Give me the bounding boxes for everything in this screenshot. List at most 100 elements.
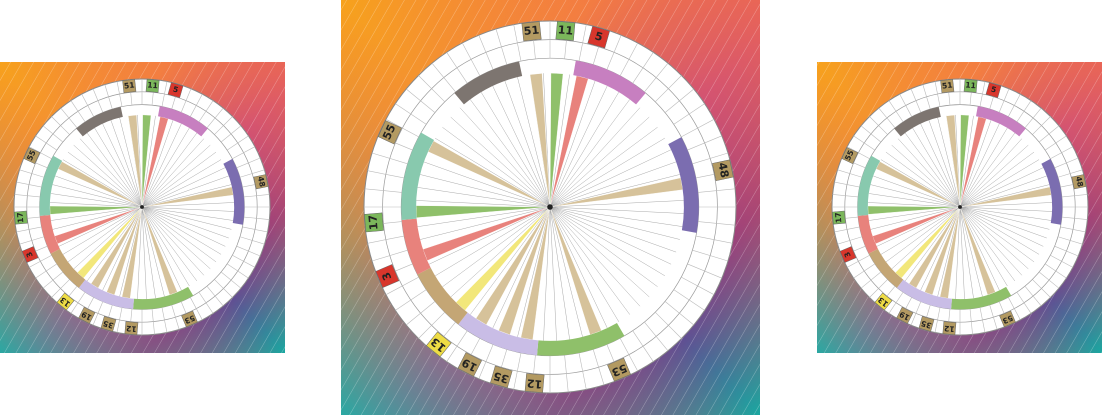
ring-divider xyxy=(220,125,242,143)
ring-divider xyxy=(371,249,408,262)
gate-label: 5 xyxy=(172,85,180,95)
wedge xyxy=(121,206,143,299)
ring-divider xyxy=(70,100,86,123)
spoke xyxy=(959,202,1053,208)
spoke xyxy=(141,144,211,208)
spoke xyxy=(885,206,961,263)
center-dot xyxy=(140,205,144,209)
wedge xyxy=(455,206,551,311)
ring-divider xyxy=(998,88,1010,113)
ring-divider xyxy=(42,125,64,143)
channel-band xyxy=(857,215,878,254)
spoke xyxy=(549,206,570,340)
ring-divider xyxy=(431,63,456,93)
spoke xyxy=(417,187,551,208)
ring-divider xyxy=(1008,297,1021,321)
spoke xyxy=(141,206,147,300)
ring-divider xyxy=(979,307,986,333)
ring-divider xyxy=(236,245,261,257)
ring-divider xyxy=(1032,279,1051,298)
ring-divider xyxy=(42,271,64,289)
wedge xyxy=(959,114,970,208)
wedge xyxy=(959,206,996,296)
gate-label: 11 xyxy=(557,23,573,37)
channel-band xyxy=(896,279,952,310)
spoke xyxy=(141,206,165,297)
ring-divider xyxy=(104,84,113,110)
wedge xyxy=(549,72,564,208)
ring-divider xyxy=(846,255,870,268)
ring-divider xyxy=(1016,100,1032,123)
spoke xyxy=(549,107,641,208)
spoke xyxy=(543,73,551,208)
ring-divider xyxy=(869,279,888,298)
spoke xyxy=(504,80,551,208)
spoke xyxy=(959,206,1016,282)
spoke xyxy=(141,115,156,208)
spoke xyxy=(141,206,198,282)
gate-box xyxy=(918,316,935,332)
spoke xyxy=(141,206,217,263)
spoke xyxy=(428,206,551,265)
ring-divider xyxy=(644,321,669,351)
ring-divider xyxy=(1054,157,1079,169)
ring-divider xyxy=(495,28,508,65)
gate-box xyxy=(78,306,96,324)
ring-divider xyxy=(853,135,876,151)
gate-box xyxy=(985,82,1002,98)
channel-band xyxy=(1041,158,1063,225)
gate-box xyxy=(963,79,978,93)
spoke xyxy=(959,206,974,299)
gate-box xyxy=(521,21,542,42)
spoke xyxy=(868,193,961,208)
wedge xyxy=(895,206,961,279)
wedge xyxy=(867,205,961,215)
spoke xyxy=(870,184,961,208)
spoke xyxy=(517,206,551,337)
gate-box xyxy=(839,246,857,263)
gate-box xyxy=(832,210,846,225)
spoke xyxy=(141,151,217,208)
ring-divider xyxy=(1044,263,1067,279)
spoke xyxy=(873,175,961,208)
ring-divider xyxy=(243,194,270,198)
gate-box xyxy=(181,310,198,328)
spoke xyxy=(959,138,1023,208)
spoke xyxy=(141,159,222,208)
spoke xyxy=(891,206,961,270)
ring-divider xyxy=(198,100,214,123)
ring-divider xyxy=(1050,255,1074,268)
ring-divider xyxy=(673,289,705,311)
ring-divider xyxy=(206,285,224,307)
ring-divider xyxy=(655,312,682,339)
gate-label: 55 xyxy=(25,149,38,162)
ring-divider xyxy=(910,301,922,326)
ring-divider xyxy=(681,276,715,295)
ring-divider xyxy=(1054,245,1079,257)
gate-label: 11 xyxy=(147,80,158,90)
spoke xyxy=(959,184,1050,208)
ring-divider xyxy=(837,236,863,245)
ring-divider xyxy=(1050,146,1074,159)
ring-divider xyxy=(687,263,722,279)
gate-box xyxy=(56,292,75,311)
ring-divider xyxy=(655,75,682,102)
ring-divider xyxy=(28,146,52,159)
wedge xyxy=(427,140,551,208)
gate-label: 19 xyxy=(898,309,912,322)
ring-divider xyxy=(578,24,587,62)
ring-divider xyxy=(1024,285,1042,307)
spoke xyxy=(450,206,551,298)
wedge xyxy=(498,206,551,336)
channel-band xyxy=(417,267,468,325)
ring-divider xyxy=(1016,291,1032,314)
ring-divider xyxy=(1060,226,1086,233)
ring-divider xyxy=(969,308,973,335)
spoke xyxy=(549,206,631,315)
ring-divider xyxy=(116,307,123,333)
wedge xyxy=(77,206,143,279)
ring-divider xyxy=(899,93,912,117)
spoke xyxy=(959,120,992,208)
ring-divider xyxy=(214,116,233,135)
ring-divider xyxy=(664,301,694,326)
